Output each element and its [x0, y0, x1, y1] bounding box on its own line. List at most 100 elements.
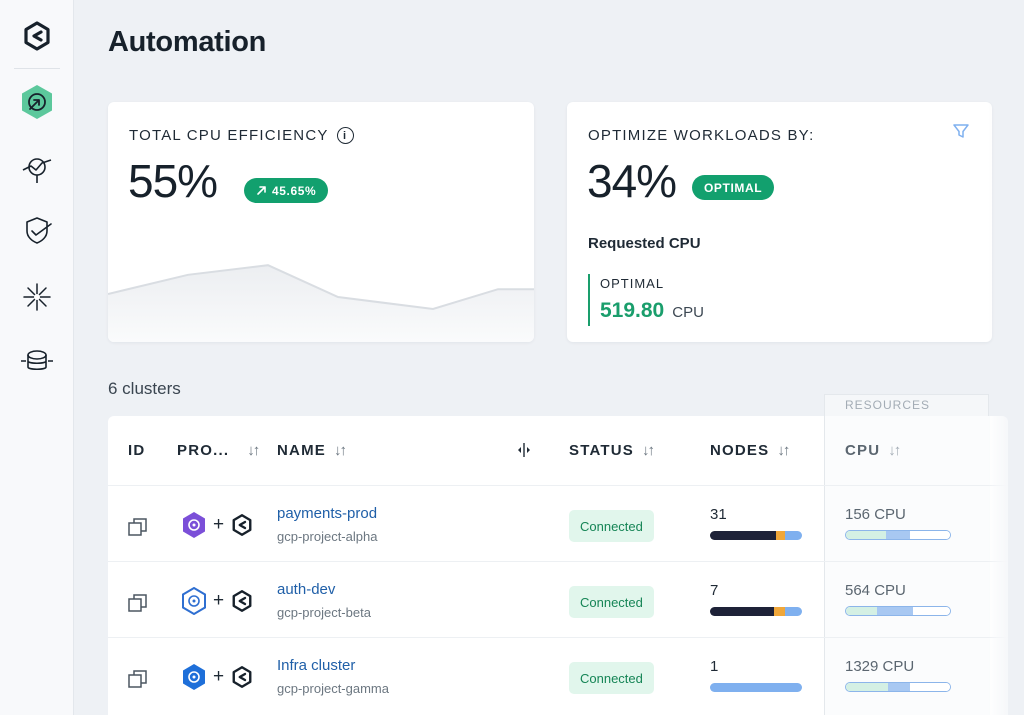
kubernetes-blue-outline-icon [182, 587, 206, 615]
column-header-provider[interactable]: PRO... ↓↑ [177, 442, 260, 459]
plus-sign: + [213, 666, 225, 687]
trend-line [108, 264, 534, 311]
cpu-bar-segment-free [910, 683, 950, 691]
cpu-bar-segment-used [846, 531, 886, 539]
cast-logo-icon [232, 590, 252, 612]
sort-icon[interactable]: ↓↑ [888, 442, 901, 459]
provider-cell: + [181, 587, 254, 615]
kubernetes-purple-icon [183, 512, 205, 538]
status-badge: Connected [569, 662, 654, 694]
trend-area [108, 265, 534, 342]
cluster-name-link[interactable]: payments-prod [277, 505, 378, 522]
info-icon[interactable]: i [336, 127, 354, 144]
column-header-cpu-label: CPU [845, 442, 881, 459]
optimal-cpu-block: OPTIMAL 519.80 CPU [588, 274, 704, 326]
sort-icon[interactable]: ↓↑ [333, 442, 347, 459]
sidebar-item-cost-monitoring[interactable] [19, 151, 55, 187]
nodes-count: 7 [710, 582, 719, 599]
column-header-name[interactable]: NAME ↓↑ [277, 442, 347, 459]
clusters-table: ID PRO... ↓↑ NAME ↓↑ STATUS ↓↑ NODES ↓↑ … [108, 416, 1008, 715]
copy-icon[interactable] [127, 516, 149, 538]
sort-icon[interactable]: ↓↑ [777, 442, 790, 459]
nodes-count: 31 [710, 506, 727, 523]
row-divider [108, 485, 1008, 486]
resize-handle-icon [518, 443, 530, 457]
optimal-cpu-value-row: 519.80 CPU [600, 299, 704, 323]
sidebar-item-automation[interactable] [19, 84, 55, 120]
resources-column-bg [824, 416, 990, 715]
row-divider [108, 561, 1008, 562]
sidebar-item-security[interactable] [19, 213, 55, 249]
cpu-value: 564 CPU [845, 582, 906, 599]
copy-icon[interactable] [127, 668, 149, 690]
cluster-name-link[interactable]: Infra cluster [277, 657, 356, 674]
cpu-bar [845, 682, 951, 692]
cluster-name-link[interactable]: auth-dev [277, 581, 336, 598]
nodes-bar-segment-orange [774, 607, 786, 616]
cpu-bar-segment-requested [887, 683, 911, 691]
nodes-bar-segment-blue [710, 683, 802, 692]
optimal-cpu-label: OPTIMAL [600, 276, 665, 291]
column-header-id: ID [128, 442, 145, 459]
requested-cpu-label: Requested CPU [588, 235, 701, 252]
cpu-bar-segment-requested [885, 531, 911, 539]
cluster-project: gcp-project-beta [277, 605, 371, 620]
cast-logo-icon [232, 666, 252, 688]
optimal-cpu-unit: CPU [672, 304, 704, 321]
optimize-workloads-card: OPTIMIZE WORKLOADS BY: 34% OPTIMAL Reque… [567, 102, 992, 342]
cluster-project: gcp-project-alpha [277, 529, 378, 544]
provider-cell: + [181, 511, 254, 539]
status-badge: Connected [569, 510, 654, 542]
cpu-efficiency-label-row: TOTAL CPU EFFICIENCY i [129, 127, 354, 144]
plus-sign: + [213, 514, 225, 535]
sidebar-item-optimization[interactable] [19, 279, 55, 315]
nodes-bar [710, 531, 802, 540]
status-badge: Connected [569, 586, 654, 618]
cpu-bar [845, 606, 951, 616]
cpu-bar-segment-used [846, 683, 888, 691]
nodes-bar-segment-blue [785, 607, 802, 616]
column-header-cpu[interactable]: CPU ↓↑ [845, 442, 901, 459]
filter-icon[interactable] [952, 122, 970, 140]
column-header-status[interactable]: STATUS ↓↑ [569, 442, 655, 459]
nodes-count: 1 [710, 658, 719, 675]
nodes-bar-segment-dark [710, 607, 775, 616]
cpu-efficiency-change-badge: 45.65% [244, 178, 329, 203]
sidebar-item-database[interactable] [19, 343, 55, 379]
cast-logo-icon[interactable] [21, 20, 53, 52]
clusters-count: 6 clusters [108, 379, 181, 398]
cpu-efficiency-label: TOTAL CPU EFFICIENCY [129, 127, 329, 144]
cpu-efficiency-change: 45.65% [272, 183, 317, 198]
resources-group-label: RESOURCES [824, 394, 989, 416]
cluster-project: gcp-project-gamma [277, 681, 389, 696]
column-header-status-label: STATUS [569, 442, 634, 459]
optimize-label: OPTIMIZE WORKLOADS BY: [588, 127, 815, 144]
sort-icon[interactable]: ↓↑ [247, 442, 260, 459]
column-header-id-label: ID [128, 442, 146, 459]
copy-icon[interactable] [127, 592, 149, 614]
table-row[interactable]: + Infra cluster gcp-project-gamma Connec… [108, 638, 1008, 714]
nodes-bar-segment-orange [776, 531, 786, 540]
sidebar [0, 0, 74, 715]
provider-cell: + [181, 663, 254, 691]
column-header-nodes-label: NODES [710, 442, 770, 459]
column-resize-handle[interactable] [514, 442, 534, 458]
optimal-badge: OPTIMAL [692, 175, 775, 200]
page-title: Automation [108, 26, 267, 58]
column-header-nodes[interactable]: NODES ↓↑ [710, 442, 790, 459]
cpu-value: 156 CPU [845, 506, 906, 523]
table-row[interactable]: + payments-prod gcp-project-alpha Connec… [108, 486, 1008, 562]
column-header-name-label: NAME [277, 442, 326, 459]
cpu-bar-segment-free [912, 607, 950, 615]
cpu-efficiency-trend-chart [108, 264, 534, 342]
database-icon [21, 350, 53, 371]
table-fade [988, 416, 1008, 715]
nodes-bar [710, 607, 802, 616]
sort-icon[interactable]: ↓↑ [641, 442, 655, 459]
column-header-provider-label: PRO... [177, 442, 230, 459]
shield-icon [26, 217, 52, 244]
cpu-efficiency-value: 55% [128, 155, 218, 207]
optimal-cpu-value: 519.80 [600, 299, 665, 322]
table-row[interactable]: + auth-dev gcp-project-beta Connected 7 … [108, 562, 1008, 638]
cpu-efficiency-card: TOTAL CPU EFFICIENCY i 55% 45.65% [108, 102, 534, 342]
